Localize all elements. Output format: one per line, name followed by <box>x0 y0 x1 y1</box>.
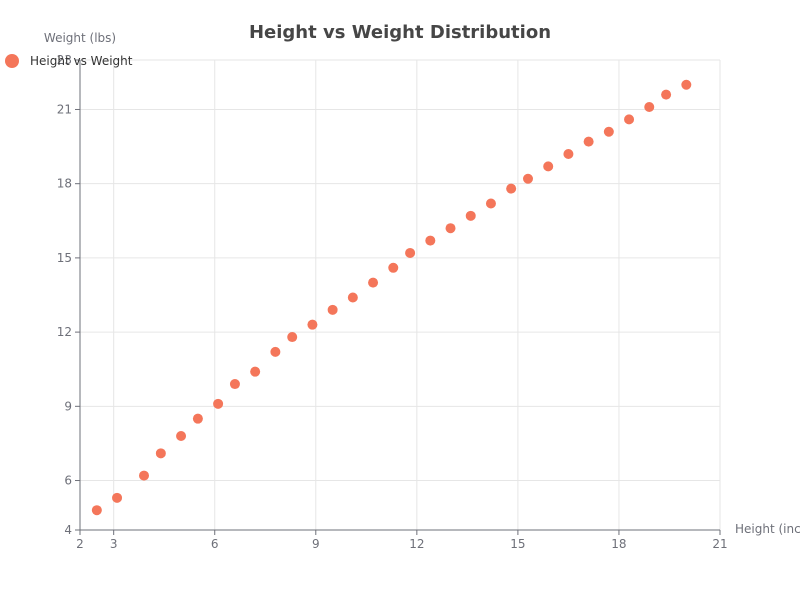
y-tick-label: 21 <box>57 102 72 116</box>
data-point[interactable] <box>681 79 692 90</box>
data-point[interactable] <box>229 379 240 390</box>
data-point[interactable] <box>176 431 187 441</box>
y-tick-label: 6 <box>64 474 72 488</box>
x-tick-label: 12 <box>409 537 424 551</box>
data-point[interactable] <box>112 492 123 503</box>
data-point[interactable] <box>307 319 318 330</box>
legend[interactable]: Height vs Weight <box>5 54 133 68</box>
x-tick-label: 6 <box>211 537 219 551</box>
data-point[interactable] <box>425 235 436 246</box>
data-point[interactable] <box>213 398 224 409</box>
y-tick-label: 23 <box>57 53 72 67</box>
legend-label: Height vs Weight <box>30 54 133 68</box>
data-point[interactable] <box>523 173 533 184</box>
y-tick-label: 12 <box>57 325 72 339</box>
data-point[interactable] <box>270 346 281 357</box>
data-point[interactable] <box>139 470 149 481</box>
data-point[interactable] <box>603 126 614 137</box>
y-tick-label: 9 <box>64 399 72 413</box>
data-point[interactable] <box>287 332 298 343</box>
data-point[interactable] <box>624 114 635 125</box>
data-point[interactable] <box>543 161 554 172</box>
data-point[interactable] <box>192 413 203 424</box>
data-point[interactable] <box>563 149 574 159</box>
data-point[interactable] <box>661 89 672 100</box>
data-point[interactable] <box>250 366 261 377</box>
data-point[interactable] <box>465 210 476 221</box>
grid <box>80 59 721 530</box>
x-tick-label: 2 <box>76 537 84 551</box>
data-point[interactable] <box>445 223 456 234</box>
data-point[interactable] <box>506 183 517 194</box>
x-tick-label: 21 <box>712 537 727 551</box>
x-tick-label: 15 <box>510 537 525 551</box>
legend-marker-icon <box>5 54 19 68</box>
data-point[interactable] <box>405 247 416 258</box>
data-point[interactable] <box>347 292 358 303</box>
y-axis-label: Weight (lbs) <box>44 31 116 45</box>
x-tick-label: 18 <box>611 537 626 551</box>
data-point[interactable] <box>327 304 338 315</box>
data-point[interactable] <box>644 102 655 112</box>
data-point[interactable] <box>91 505 102 516</box>
data-point[interactable] <box>368 277 379 288</box>
x-tick-label: 9 <box>312 537 320 551</box>
y-tick-label: 15 <box>57 251 72 265</box>
data-point[interactable] <box>583 136 594 147</box>
data-points <box>91 79 692 516</box>
y-tick-label: 4 <box>64 523 72 537</box>
data-point[interactable] <box>155 448 166 459</box>
chart-title: Height vs Weight Distribution <box>249 22 551 43</box>
data-point[interactable] <box>388 262 399 273</box>
x-axis-label: Height (inches) <box>735 522 800 536</box>
y-tick-label: 18 <box>57 177 72 191</box>
x-tick-label: 3 <box>110 537 118 551</box>
data-point[interactable] <box>485 198 496 209</box>
